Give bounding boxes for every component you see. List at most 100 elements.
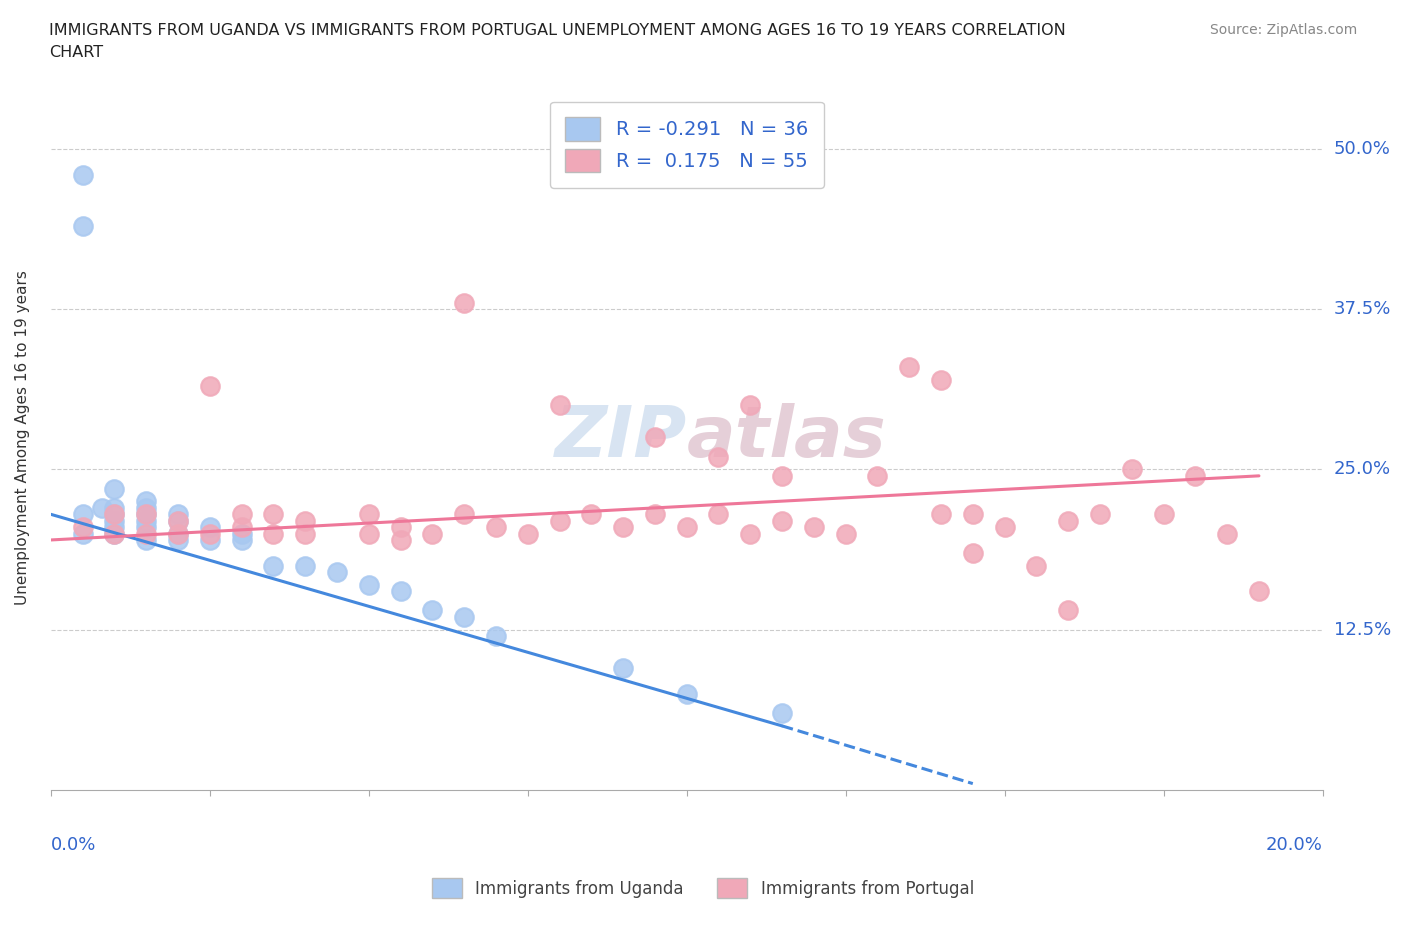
Text: 0.0%: 0.0% <box>51 836 96 854</box>
Point <box>612 520 634 535</box>
Point <box>167 513 190 528</box>
Point <box>1057 603 1080 618</box>
Point <box>103 507 125 522</box>
Text: 37.5%: 37.5% <box>1334 300 1391 318</box>
Point <box>103 526 125 541</box>
Point <box>262 507 284 522</box>
Point <box>1088 507 1111 522</box>
Point <box>167 526 190 541</box>
Point <box>326 565 349 579</box>
Point <box>294 513 316 528</box>
Point <box>898 359 921 374</box>
Point <box>548 513 571 528</box>
Point <box>389 520 412 535</box>
Point <box>72 520 94 535</box>
Point <box>866 469 889 484</box>
Point <box>103 526 125 541</box>
Point <box>770 513 793 528</box>
Point <box>357 507 380 522</box>
Point <box>72 526 94 541</box>
Point <box>103 500 125 515</box>
Point <box>644 430 666 445</box>
Point <box>834 526 856 541</box>
Point <box>90 500 112 515</box>
Point <box>962 507 984 522</box>
Point <box>135 507 157 522</box>
Text: 12.5%: 12.5% <box>1334 620 1391 639</box>
Point <box>803 520 825 535</box>
Point <box>707 449 730 464</box>
Point <box>262 526 284 541</box>
Point <box>1216 526 1239 541</box>
Point <box>357 578 380 592</box>
Point <box>770 706 793 721</box>
Legend: Immigrants from Uganda, Immigrants from Portugal: Immigrants from Uganda, Immigrants from … <box>426 871 980 905</box>
Point <box>485 629 508 644</box>
Point <box>707 507 730 522</box>
Text: Source: ZipAtlas.com: Source: ZipAtlas.com <box>1209 23 1357 37</box>
Y-axis label: Unemployment Among Ages 16 to 19 years: Unemployment Among Ages 16 to 19 years <box>15 270 30 604</box>
Point <box>420 603 443 618</box>
Point <box>262 558 284 573</box>
Point <box>581 507 603 522</box>
Point <box>135 533 157 548</box>
Point <box>389 584 412 599</box>
Point <box>453 609 475 624</box>
Point <box>103 513 125 528</box>
Point <box>453 296 475 311</box>
Text: 50.0%: 50.0% <box>1334 140 1391 158</box>
Point <box>231 526 253 541</box>
Point <box>135 494 157 509</box>
Point <box>294 558 316 573</box>
Text: 25.0%: 25.0% <box>1334 460 1391 478</box>
Text: IMMIGRANTS FROM UGANDA VS IMMIGRANTS FROM PORTUGAL UNEMPLOYMENT AMONG AGES 16 TO: IMMIGRANTS FROM UGANDA VS IMMIGRANTS FRO… <box>49 23 1066 60</box>
Point <box>420 526 443 541</box>
Point <box>770 469 793 484</box>
Point <box>135 507 157 522</box>
Point <box>357 526 380 541</box>
Point <box>167 533 190 548</box>
Point <box>740 526 762 541</box>
Point <box>198 526 221 541</box>
Point <box>1057 513 1080 528</box>
Point <box>675 520 697 535</box>
Point <box>167 507 190 522</box>
Point <box>198 520 221 535</box>
Point <box>929 507 952 522</box>
Point <box>644 507 666 522</box>
Point <box>72 219 94 233</box>
Text: 20.0%: 20.0% <box>1265 836 1323 854</box>
Point <box>198 379 221 393</box>
Point <box>135 500 157 515</box>
Point <box>962 545 984 560</box>
Point <box>231 520 253 535</box>
Point <box>516 526 538 541</box>
Point <box>929 372 952 387</box>
Legend: R = -0.291   N = 36, R =  0.175   N = 55: R = -0.291 N = 36, R = 0.175 N = 55 <box>550 101 824 188</box>
Point <box>1153 507 1175 522</box>
Point <box>485 520 508 535</box>
Point <box>675 686 697 701</box>
Point <box>103 520 125 535</box>
Point <box>994 520 1017 535</box>
Point <box>612 660 634 675</box>
Point <box>548 398 571 413</box>
Point <box>198 533 221 548</box>
Point <box>72 167 94 182</box>
Point <box>231 507 253 522</box>
Point <box>294 526 316 541</box>
Point <box>103 481 125 496</box>
Point <box>103 507 125 522</box>
Point <box>740 398 762 413</box>
Point <box>389 533 412 548</box>
Point <box>1247 584 1270 599</box>
Point <box>135 513 157 528</box>
Point <box>231 533 253 548</box>
Point <box>1121 462 1143 477</box>
Point <box>135 520 157 535</box>
Text: ZIP: ZIP <box>554 403 686 472</box>
Point <box>135 526 157 541</box>
Point <box>72 507 94 522</box>
Point <box>453 507 475 522</box>
Point <box>1025 558 1047 573</box>
